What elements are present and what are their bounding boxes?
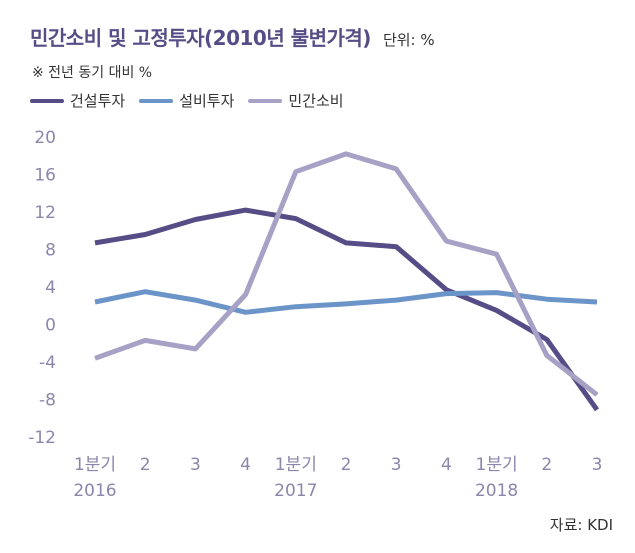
legend-item-consumption: 민간소비 <box>248 90 344 111</box>
y-tick-label: 0 <box>45 316 56 336</box>
title-row: 민간소비 및 고정투자(2010년 불변가격) 단위: % <box>30 22 435 51</box>
legend-swatch-construction <box>30 98 64 103</box>
x-tick-label: 3 <box>592 455 603 475</box>
x-tick-label: 1분기 <box>275 455 317 475</box>
chart-title: 민간소비 및 고정투자(2010년 불변가격) <box>30 26 371 50</box>
x-tick-label: 4 <box>240 455 251 475</box>
x-tick-label: 2 <box>341 455 352 475</box>
x-tick-label: 4 <box>441 455 452 475</box>
legend: 건설투자 설비투자 민간소비 <box>30 90 344 111</box>
y-tick-label: 4 <box>45 278 56 298</box>
series-line-0 <box>94 207 600 412</box>
year-label: 2018 <box>475 481 518 501</box>
x-tick-label: 1분기 <box>476 455 518 475</box>
chart-subtitle: ※ 전년 동기 대비 % <box>32 65 153 81</box>
source-note: 자료: KDI <box>549 516 613 534</box>
y-tick-label: 12 <box>34 203 56 223</box>
legend-label-construction: 건설투자 <box>70 92 126 110</box>
legend-item-equipment: 설비투자 <box>139 90 234 111</box>
unit-label: 단위: % <box>382 31 435 49</box>
legend-swatch-consumption <box>248 98 283 103</box>
x-tick-label: 3 <box>190 455 201 475</box>
legend-label-consumption: 민간소비 <box>288 92 344 110</box>
series-line-2 <box>94 151 599 397</box>
legend-item-construction: 건설투자 <box>30 90 125 111</box>
year-label: 2017 <box>274 481 317 501</box>
x-tick-label: 2 <box>140 455 151 475</box>
y-tick-label: -12 <box>28 428 56 448</box>
x-tick-label: 1분기 <box>74 455 116 475</box>
y-tick-label: -8 <box>39 391 56 411</box>
year-label: 2016 <box>73 481 116 501</box>
y-tick-label: 16 <box>34 166 56 186</box>
legend-label-equipment: 설비투자 <box>179 92 235 110</box>
y-tick-label: 20 <box>34 128 56 148</box>
series-line-1 <box>94 289 598 315</box>
y-tick-label: -4 <box>39 353 56 373</box>
x-tick-label: 3 <box>391 455 402 475</box>
legend-swatch-equipment <box>139 98 174 103</box>
x-tick-label: 2 <box>541 455 552 475</box>
y-tick-label: 8 <box>45 241 56 261</box>
